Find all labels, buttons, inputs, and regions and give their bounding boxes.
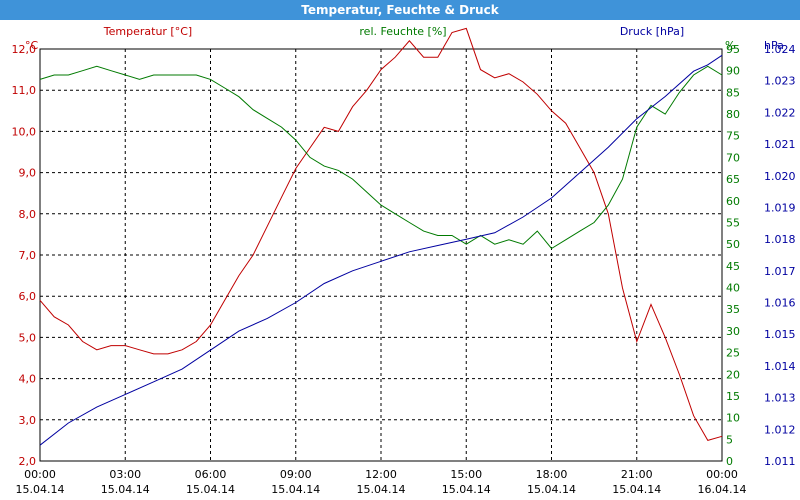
y-tick-temperature: 12,0 — [12, 43, 37, 56]
y-tick-humidity: 65 — [726, 173, 740, 186]
y-tick-pressure: 1.011 — [764, 455, 796, 468]
axis-title-temperature: Temperatur [°C] — [103, 25, 192, 38]
y-tick-humidity: 15 — [726, 390, 740, 403]
x-tick-date: 16.04.14 — [698, 483, 747, 496]
y-tick-humidity: 45 — [726, 260, 740, 273]
y-tick-humidity: 30 — [726, 325, 740, 338]
x-tick-time: 00:00 — [24, 468, 56, 481]
y-tick-temperature: 11,0 — [12, 84, 37, 97]
y-tick-pressure: 1.013 — [764, 392, 796, 405]
y-tick-pressure: 1.015 — [764, 328, 796, 341]
y-tick-humidity: 85 — [726, 86, 740, 99]
y-tick-humidity: 25 — [726, 347, 740, 360]
x-tick-date: 15.04.14 — [357, 483, 406, 496]
y-tick-pressure: 1.018 — [764, 233, 796, 246]
x-tick-date: 15.04.14 — [16, 483, 65, 496]
unit-pressure: hPa — [764, 39, 784, 52]
x-tick-time: 00:00 — [706, 468, 738, 481]
y-tick-humidity: 80 — [726, 108, 740, 121]
y-tick-humidity: 10 — [726, 412, 740, 425]
series-line-humidity — [39, 65, 723, 250]
y-tick-temperature: 4,0 — [19, 373, 37, 386]
x-tick-date: 15.04.14 — [186, 483, 235, 496]
y-tick-temperature: 2,0 — [19, 455, 37, 468]
x-tick-date: 15.04.14 — [442, 483, 491, 496]
y-tick-humidity: 20 — [726, 368, 740, 381]
y-tick-pressure: 1.012 — [764, 423, 796, 436]
y-tick-temperature: 8,0 — [19, 208, 37, 221]
y-tick-pressure: 1.021 — [764, 138, 796, 151]
axis-title-humidity: rel. Feuchte [%] — [359, 25, 446, 38]
y-tick-humidity: 90 — [726, 65, 740, 78]
y-tick-pressure: 1.024 — [764, 43, 796, 56]
y-tick-humidity: 55 — [726, 216, 740, 229]
x-tick-time: 18:00 — [536, 468, 568, 481]
y-tick-pressure: 1.019 — [764, 201, 796, 214]
window-title: Temperatur, Feuchte & Druck — [0, 0, 800, 20]
x-tick-time: 12:00 — [365, 468, 397, 481]
axis-title-pressure: Druck [hPa] — [620, 25, 684, 38]
y-tick-pressure: 1.014 — [764, 360, 796, 373]
unit-humidity: % — [725, 39, 735, 52]
x-tick-date: 15.04.14 — [527, 483, 576, 496]
y-tick-humidity: 50 — [726, 238, 740, 251]
y-tick-humidity: 95 — [726, 43, 740, 56]
y-tick-pressure: 1.016 — [764, 297, 796, 310]
y-tick-temperature: 10,0 — [12, 125, 37, 138]
y-tick-humidity: 35 — [726, 303, 740, 316]
y-tick-humidity: 75 — [726, 130, 740, 143]
y-tick-humidity: 60 — [726, 195, 740, 208]
y-tick-temperature: 9,0 — [19, 167, 37, 180]
y-tick-temperature: 3,0 — [19, 414, 37, 427]
unit-temperature: °C — [25, 39, 39, 52]
y-tick-humidity: 70 — [726, 151, 740, 164]
y-tick-humidity: 5 — [726, 433, 733, 446]
y-tick-pressure: 1.023 — [764, 75, 796, 88]
y-tick-temperature: 6,0 — [19, 290, 37, 303]
x-tick-date: 15.04.14 — [101, 483, 150, 496]
y-tick-humidity: 0 — [726, 455, 733, 468]
x-tick-time: 09:00 — [280, 468, 312, 481]
y-tick-pressure: 1.020 — [764, 170, 796, 183]
series-line-pressure — [39, 54, 723, 446]
y-tick-temperature: 7,0 — [19, 249, 37, 262]
x-tick-time: 06:00 — [195, 468, 227, 481]
x-tick-time: 15:00 — [450, 468, 482, 481]
y-tick-pressure: 1.022 — [764, 106, 796, 119]
x-tick-time: 21:00 — [621, 468, 653, 481]
y-tick-temperature: 5,0 — [19, 331, 37, 344]
x-tick-date: 15.04.14 — [612, 483, 661, 496]
y-tick-pressure: 1.017 — [764, 265, 796, 278]
series-line-temperature — [39, 27, 723, 441]
x-tick-time: 03:00 — [109, 468, 141, 481]
y-tick-humidity: 40 — [726, 282, 740, 295]
x-tick-date: 15.04.14 — [271, 483, 320, 496]
